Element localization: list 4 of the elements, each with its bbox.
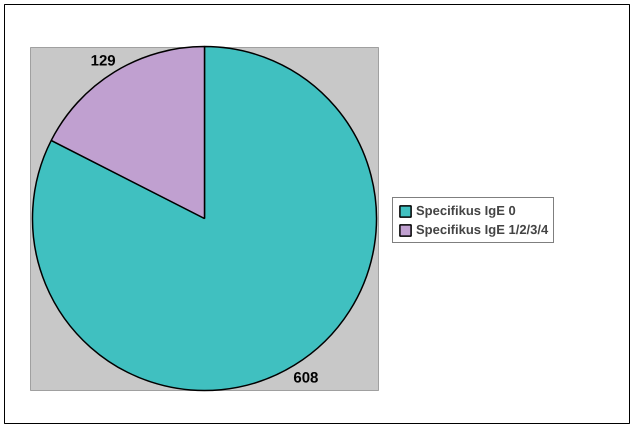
legend-label: Specifikus IgE 0 (416, 203, 516, 218)
data-label: 608 (293, 370, 318, 387)
legend-label: Specifikus IgE 1/2/3/4 (416, 222, 548, 237)
data-label: 129 (90, 52, 116, 70)
